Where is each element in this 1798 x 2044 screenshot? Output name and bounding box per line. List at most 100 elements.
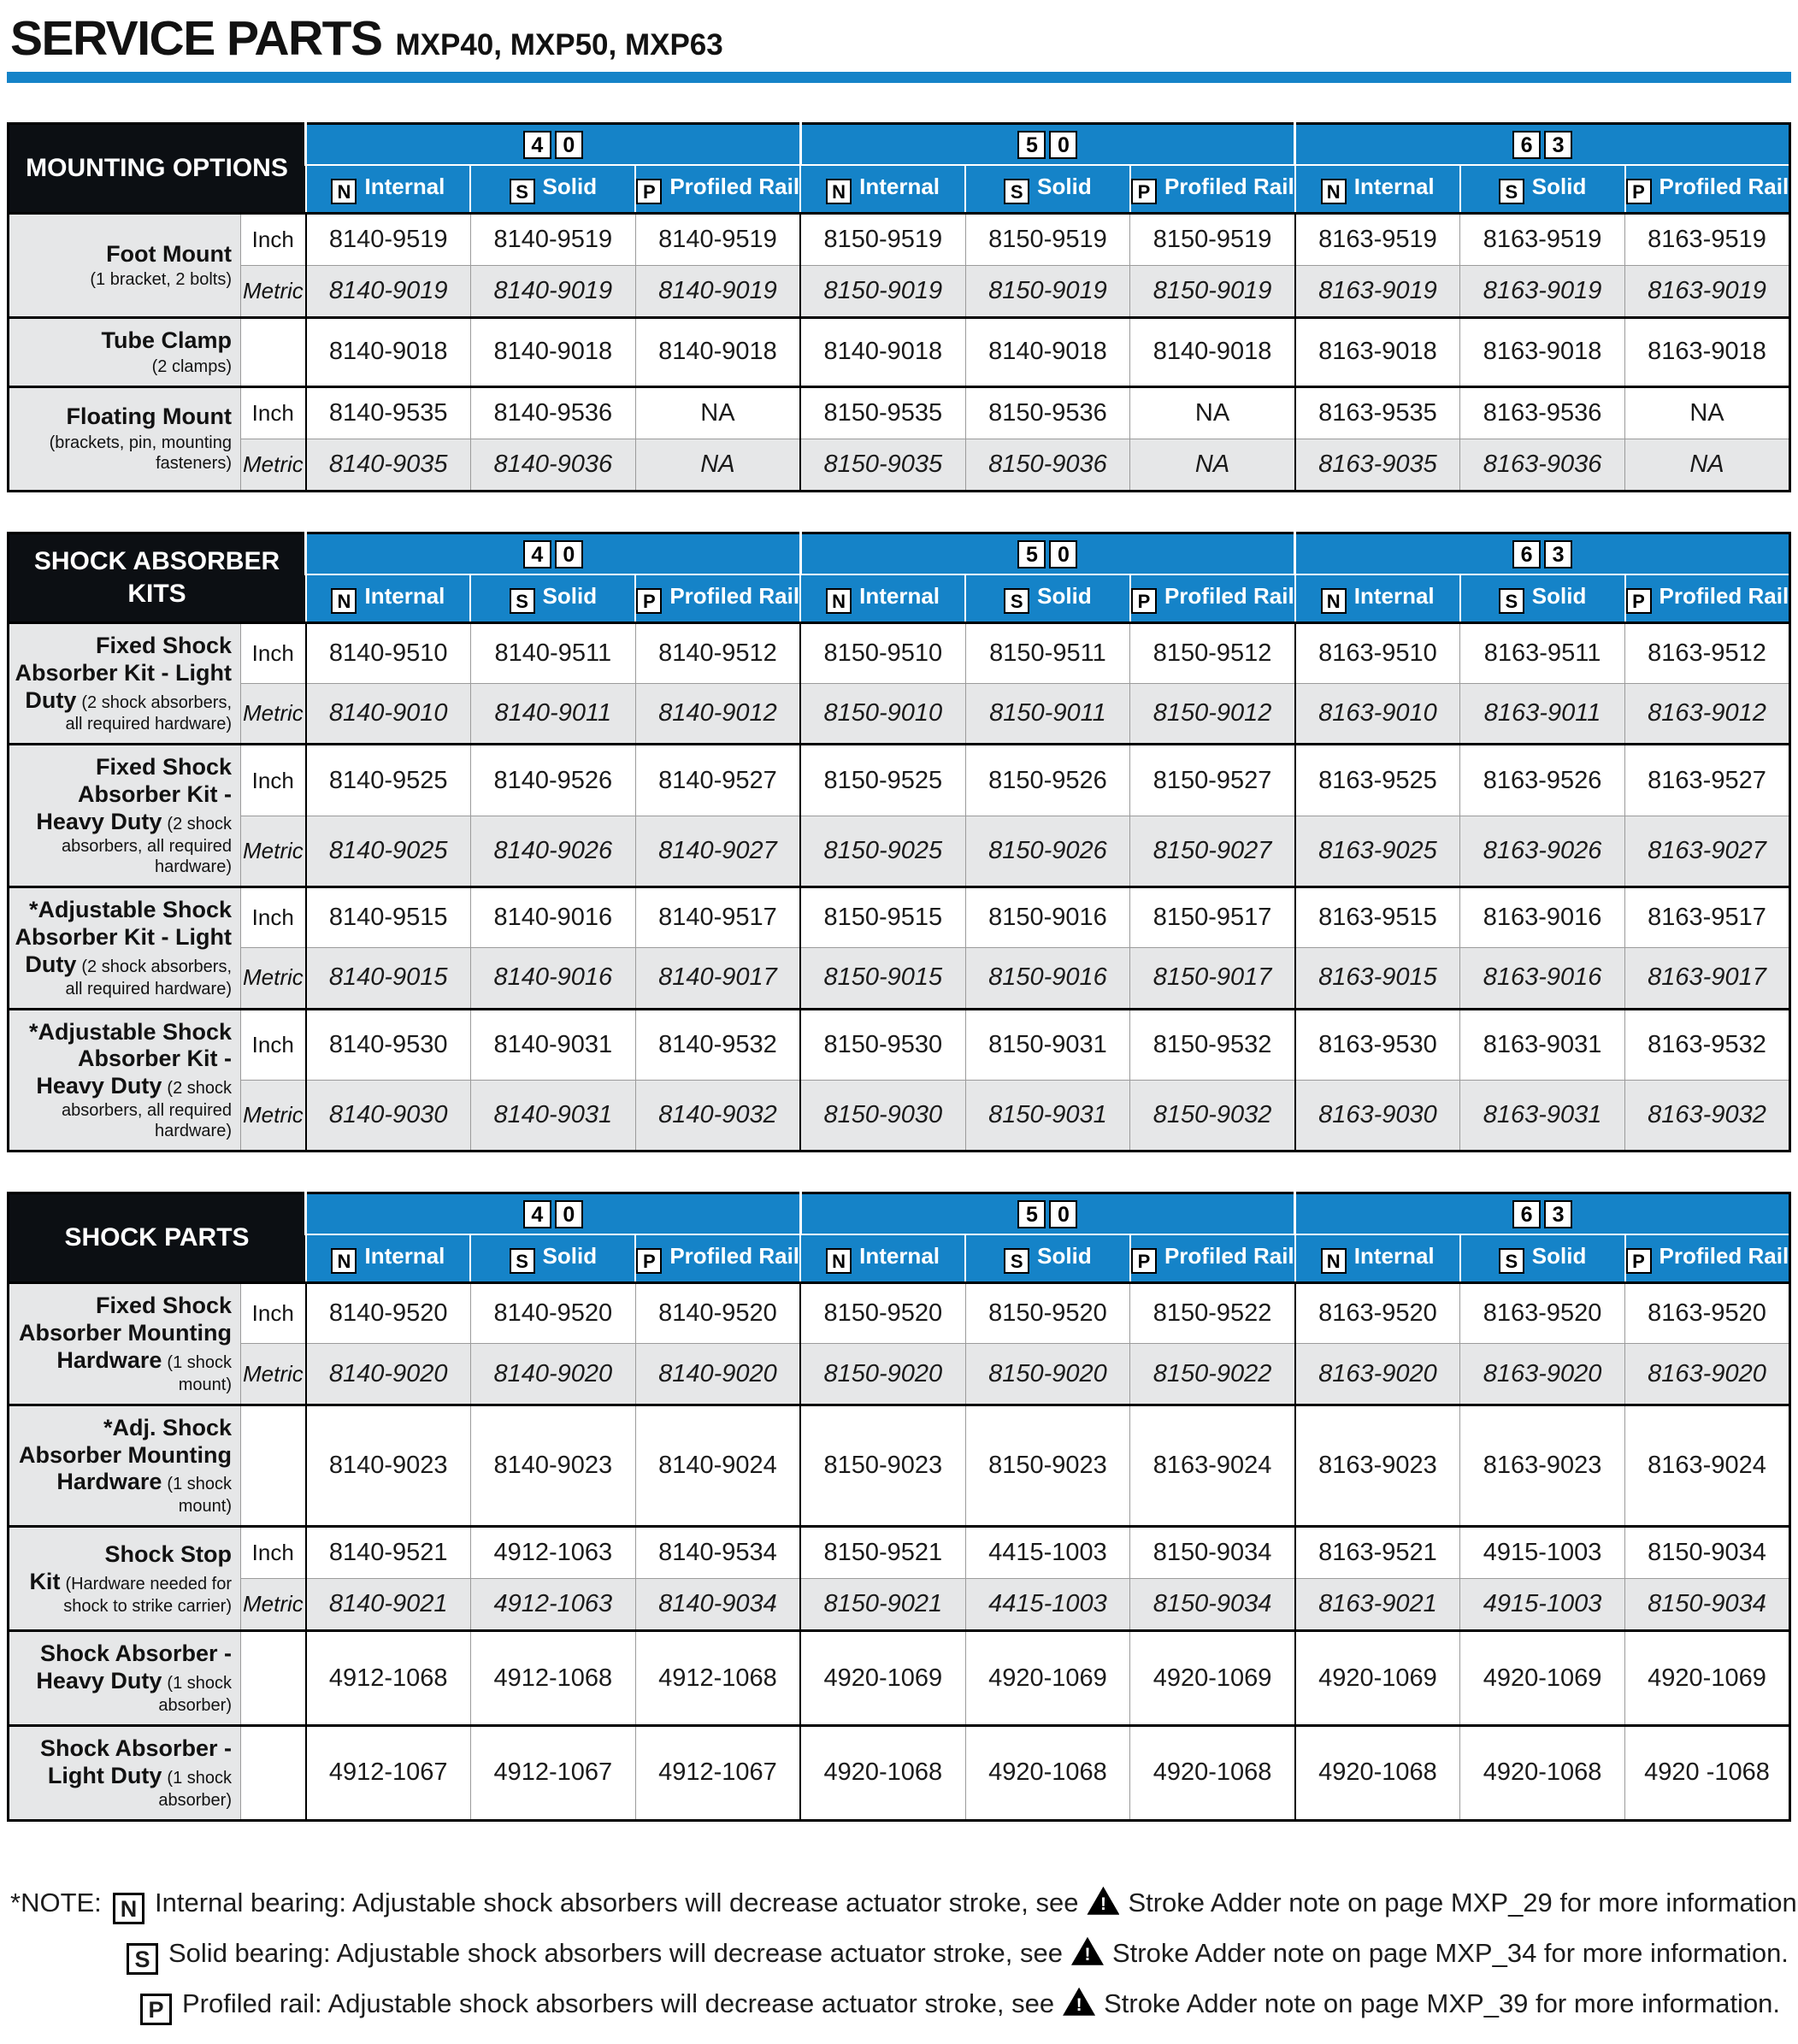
part-number-cell: 8163-9016 [1459,947,1625,1010]
bearing-header-internal: N Internal [1294,1234,1460,1285]
bearing-header-solid: S Solid [1459,1234,1625,1285]
part-number-cell: 8140-9519 [469,212,636,266]
part-number-cell: 8163-9019 [1294,265,1460,318]
bearing-header-label: Internal [364,582,445,609]
part-number-cell: 8150-9535 [799,385,966,439]
size-digit-box: 0 [1049,131,1078,159]
part-number-cell: 8140-9027 [634,815,802,887]
bearing-header-label: Solid [1531,174,1587,199]
part-number-cell: 8163-9012 [1624,683,1790,745]
part-number-cell: 8140-9534 [634,1525,802,1579]
part-number-cell: 8163-9510 [1294,621,1460,684]
part-number-cell: 8150-9532 [1129,1007,1296,1081]
part-number-cell: 8163-9011 [1459,683,1625,745]
part-number-cell: 4920-1068 [964,1724,1130,1821]
bearing-header-profiled-rail: P Profiled Rail [1129,573,1295,624]
bearing-letter-box: S [509,587,535,614]
row-label-detail: (Hardware needed for shock to strike car… [63,1574,232,1616]
part-number-cell: 8140-9019 [469,265,636,318]
bearing-letter-box: P [140,1993,172,2025]
part-number-cell: 8140-9532 [634,1007,802,1081]
part-number-cell: 8163-9020 [1624,1343,1790,1405]
row-label-main: Fixed Shock Absorber Kit - Light Duty [15,632,232,713]
part-number-cell: 8163-9527 [1624,743,1790,816]
row-label-detail: (brackets, pin, mounting fasteners) [49,433,232,474]
mounting-options-title-cell: MOUNTING OPTIONS [7,123,306,214]
part-number-cell: 8163-9021 [1294,1578,1460,1631]
size-digit-box: 0 [554,1200,583,1229]
row-label-main: *Adjustable Shock Absorber Kit - Light D… [15,897,232,977]
row-label-main: Shock Stop Kit [29,1540,232,1594]
bearing-letter-box: N [331,587,357,614]
bearing-header-label: Solid [542,1243,598,1269]
part-number-cell: 8140-9010 [305,683,471,745]
part-number-cell: 8163-9026 [1459,815,1625,887]
part-number-cell: 8150-9522 [1129,1281,1296,1344]
part-number-cell: 8150-9016 [964,947,1130,1010]
note-text-after: Stroke Adder note on page MXP_39 for mor… [1104,1988,1781,2018]
bearing-header-internal: N Internal [1294,164,1460,215]
shock-absorber-kits-title-cell: SHOCK ABSORBER KITS [7,532,306,623]
bearing-header-profiled-rail: P Profiled Rail [1624,1234,1790,1285]
bearing-letter-box: P [636,587,663,614]
bearing-letter-box: N [826,179,852,204]
part-number-cell: 8140-9536 [469,385,636,439]
part-number-cell: 4915-1003 [1459,1525,1625,1579]
part-number-cell: 8150-9023 [799,1403,965,1527]
unit-cell: Inch [240,1281,307,1344]
bearing-header-solid: S Solid [964,1234,1130,1285]
part-number-cell: 8150-9520 [799,1281,965,1344]
bearing-header-solid: S Solid [964,573,1130,624]
part-number-cell: 8150-9032 [1129,1079,1296,1152]
warning-triangle-icon: ! [1087,1886,1120,1915]
bearing-header-label: Solid [1531,582,1587,609]
part-number-cell: 8140-9036 [469,438,636,492]
bearing-letter-box: P [636,1248,663,1275]
row-label: Shock Absorber - Heavy Duty (1 shock abso… [8,1629,241,1726]
part-number-cell: 8150-9019 [799,265,966,318]
part-number-cell: 8163-9031 [1459,1079,1625,1152]
row-label-main: *Adj. Shock Absorber Mounting Hardware [19,1414,232,1495]
bearing-header-label: Internal [859,1243,940,1269]
bearing-header-profiled-rail: P Profiled Rail [634,573,801,624]
part-number-cell: 8150-9017 [1129,947,1296,1010]
bearing-header-solid: S Solid [1459,164,1625,215]
bearing-header-label: Profiled Rail [1164,582,1294,609]
part-number-cell: NA [1624,385,1790,439]
row-label-main: Fixed Shock Absorber Kit - Heavy Duty [36,754,232,835]
page-header: SERVICE PARTS MXP40, MXP50, MXP63 [7,10,1791,83]
size-digit-box: 0 [554,539,583,568]
part-number-cell: 8150-9034 [1624,1578,1790,1631]
page-title: SERVICE PARTS MXP40, MXP50, MXP63 [7,10,1791,67]
part-number-cell: 8150-9021 [799,1578,965,1631]
part-number-cell: 8163-9526 [1459,743,1625,816]
row-label: Shock Absorber - Light Duty (1 shock abso… [8,1724,241,1821]
row-label: *Adj. Shock Absorber Mounting Hardware (1… [8,1403,241,1527]
row-label: Floating Mount (brackets, pin, mounting f… [8,385,241,492]
part-number-cell: 8163-9031 [1459,1007,1625,1081]
table-title: MOUNTING OPTIONS [26,154,288,183]
size-digit-box: 0 [554,131,583,159]
part-number-cell: 8163-9019 [1624,265,1790,318]
part-number-cell: 8140-9026 [469,815,636,887]
part-number-cell: 8140-9012 [634,683,802,745]
part-number-cell: 8163-9023 [1294,1403,1460,1527]
bearing-header-internal: N Internal [304,573,471,624]
row-label-main: Shock Absorber - Heavy Duty [36,1641,232,1694]
bearing-letter-box: P [1625,179,1652,204]
size-digit-box: 3 [1544,1200,1573,1229]
title-rule [7,72,1791,83]
bearing-header-profiled-rail: P Profiled Rail [634,164,801,215]
row-label: *Adjustable Shock Absorber Kit - Light D… [8,886,241,1010]
part-number-cell: 8150-9521 [799,1525,965,1579]
part-number-cell: NA [1129,438,1296,492]
part-number-cell: 8150-9034 [1624,1525,1790,1579]
bearing-header-label: Internal [1353,1243,1435,1269]
part-number-cell: 4920-1069 [1459,1629,1625,1726]
unit-cell: Inch [240,1525,307,1579]
footnotes: *NOTE: N Internal bearing: Adjustable shoc… [7,1883,1798,2025]
row-label-detail: (2 shock absorbers, all required hardwar… [62,815,232,877]
part-number-cell: 8150-9023 [964,1403,1130,1527]
